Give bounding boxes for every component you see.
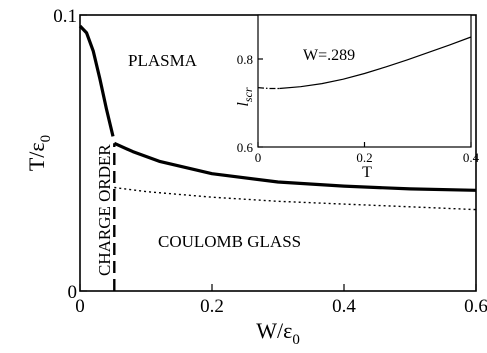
main-x-tick-label-4: 0.6 (464, 296, 487, 317)
region-label-plasma: PLASMA (128, 51, 198, 70)
y-axis-label-subscript: 0 (38, 135, 54, 143)
main-y-tick-label-2: 0.1 (53, 6, 77, 27)
main-series-line-1 (78, 24, 115, 137)
inset-y-axis-label: lscr (235, 87, 255, 106)
inset-y-tick-label-1: 0.6 (237, 140, 254, 155)
inset-x-tick-label-2: 0.2 (356, 150, 372, 165)
main-y-tick-label-1: 0 (68, 282, 78, 303)
main-ticks-group: 0 0.2 0.4 0.600.1 (53, 6, 487, 317)
main-series-line-2 (113, 141, 477, 192)
inset-plot-frame (257, 14, 472, 148)
region-label-charge-order: CHARGE ORDER (95, 144, 114, 276)
inset-x-tick-label-1: 0 (255, 150, 262, 165)
main-series-group (78, 24, 477, 291)
inset-series-line-1 (257, 87, 280, 90)
inset-y-tick-label-2: 0.8 (237, 52, 253, 67)
y-axis-label-main: T/ε (24, 142, 49, 171)
main-x-tick-label-3: 0.4 (332, 296, 356, 317)
inset-y-axis-label-subscript: scr (241, 87, 255, 102)
inset-series-line-2 (279, 36, 472, 90)
inset-plot: 0 0.2 0.4 0.6 0.8 W=.289 T lscr (235, 14, 480, 181)
inset-ticks-group: 0 0.2 0.4 0.6 0.8 (237, 52, 480, 165)
x-axis-label-subscript: 0 (292, 332, 300, 348)
main-series-line-3 (114, 186, 477, 211)
x-axis-label-main: W/ε (256, 318, 292, 343)
inset-y-axis-label-main: l (235, 102, 252, 107)
inset-x-tick-label-3: 0.4 (463, 150, 480, 165)
x-axis-label: W/ε0 (256, 318, 300, 348)
region-label-coulomb-glass: COULOMB GLASS (158, 232, 301, 251)
main-plot: 0 0.2 0.4 0.600.1 PLASMA CHARGE ORDER COULO… (24, 6, 487, 348)
inset-x-axis-label: T (362, 164, 372, 181)
main-x-tick-label-2: 0.2 (200, 296, 224, 317)
y-axis-label: T/ε0 (24, 135, 54, 171)
inset-series-group (257, 36, 472, 90)
inset-annotation: W=.289 (303, 47, 355, 64)
main-x-tick-label-1: 0 (75, 296, 85, 317)
